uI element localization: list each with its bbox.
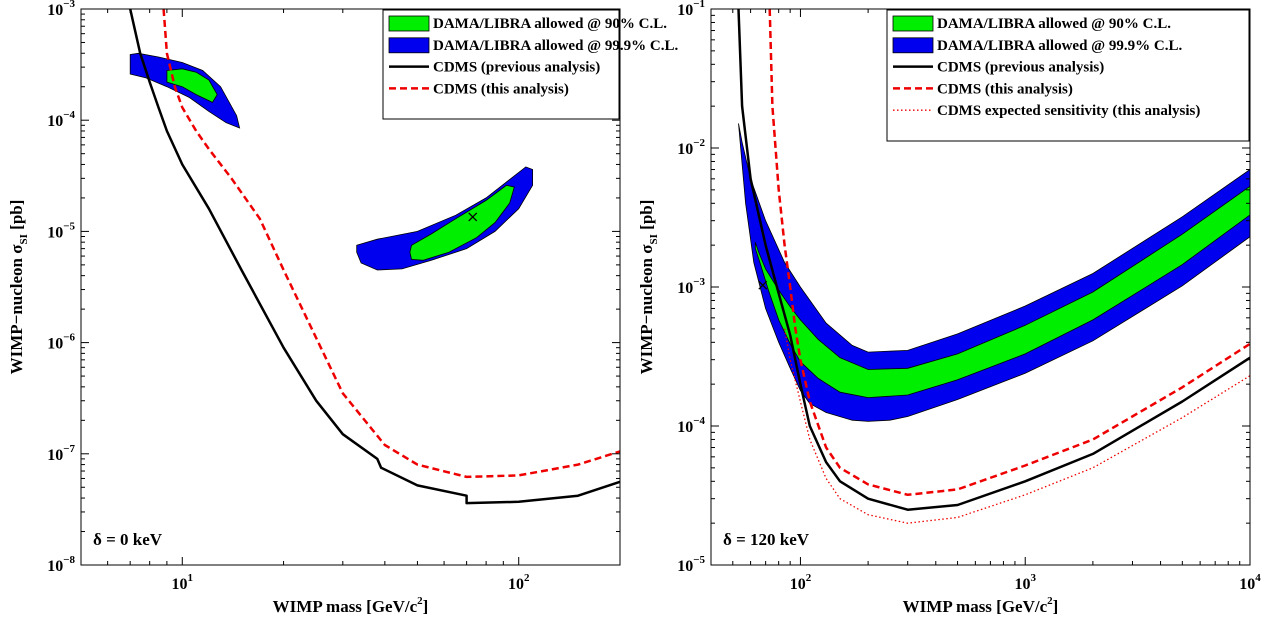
axes-frame: [80, 8, 621, 566]
legend-entry-label: CDMS (this analysis): [433, 81, 569, 97]
legend-swatch: [892, 37, 934, 54]
legend: DAMA/LIBRA allowed @ 90% C.L. DAMA/LIBRA …: [886, 9, 1250, 142]
delta-annotation: δ = 0 keV: [93, 530, 163, 549]
legend-swatch: [388, 15, 430, 32]
dama-region-5: [409, 184, 515, 261]
delta-annotation: δ = 120 keV: [723, 530, 810, 549]
limit-curve-solid: [737, 9, 1250, 511]
y-tick-label: 10−5: [677, 554, 705, 575]
y-tick-label: 10−7: [47, 443, 75, 464]
dama-region-3: [166, 68, 218, 103]
limit-curve-solid: [128, 9, 620, 505]
x-tick-label: 102: [508, 572, 530, 593]
y-tick-label: 10−3: [47, 0, 75, 19]
x-tick-label: 103: [1014, 572, 1036, 593]
legend-entry-label: DAMA/LIBRA allowed @ 99.9% C.L.: [433, 38, 678, 54]
legend-entry-label: DAMA/LIBRA allowed @ 90% C.L.: [433, 16, 667, 32]
left-plot-panel: 101 102 10−8 10−7 10−6 10−5 10−4 10−3 WIMP mass …: [7, 0, 678, 616]
best-fit-marker: [468, 212, 478, 222]
legend-entry-label: CDMS (this analysis): [937, 81, 1073, 97]
best-fit-marker: [758, 280, 768, 290]
legend-swatch: [892, 15, 934, 32]
x-axis-label: WIMP mass [GeV/c2]: [273, 595, 429, 616]
right-plot-panel: 102 103 104 10−5 10−4 10−3 10−2 10−1 WIMP mass […: [637, 0, 1261, 616]
y-tick-label: 10−5: [47, 220, 75, 241]
legend-entry-label: DAMA/LIBRA allowed @ 90% C.L.: [937, 16, 1171, 32]
limit-curve-dotted: [783, 328, 1250, 524]
x-tick-label: 104: [1239, 572, 1261, 593]
y-tick-label: 10−2: [677, 137, 705, 158]
plot-content: [128, 9, 620, 505]
y-tick-label: 10−6: [47, 332, 75, 353]
legend: DAMA/LIBRA allowed @ 90% C.L. DAMA/LIBRA …: [382, 9, 678, 120]
limit-curve-dashed: [768, 9, 1250, 497]
y-axis-label: WIMP−nucleon σSI [pb]: [7, 200, 30, 375]
limit-curve-dashed: [162, 9, 620, 479]
y-tick-label: 10−1: [677, 0, 705, 19]
legend-swatch: [388, 37, 430, 54]
y-tick-label: 10−8: [47, 554, 75, 575]
y-tick-label: 10−3: [677, 276, 705, 297]
plot-content: [737, 9, 1250, 524]
y-tick-label: 10−4: [47, 109, 75, 130]
legend-entry-label: CDMS expected sensitivity (this analysis…: [937, 103, 1200, 119]
y-tick-label: 10−4: [677, 415, 705, 436]
legend-entry-label: CDMS (previous analysis): [433, 60, 600, 76]
x-tick-label: 102: [790, 572, 812, 593]
x-tick-label: 101: [172, 572, 194, 593]
legend-entry-label: DAMA/LIBRA allowed @ 99.9% C.L.: [937, 38, 1182, 54]
dama-region-1: [754, 185, 1250, 399]
dama-region-2: [129, 52, 241, 129]
legend-entry-label: CDMS (previous analysis): [937, 60, 1104, 76]
x-axis-label: WIMP mass [GeV/c2]: [903, 595, 1059, 616]
y-axis-label: WIMP−nucleon σSI [pb]: [637, 200, 660, 375]
dama-region-4: [356, 166, 533, 271]
